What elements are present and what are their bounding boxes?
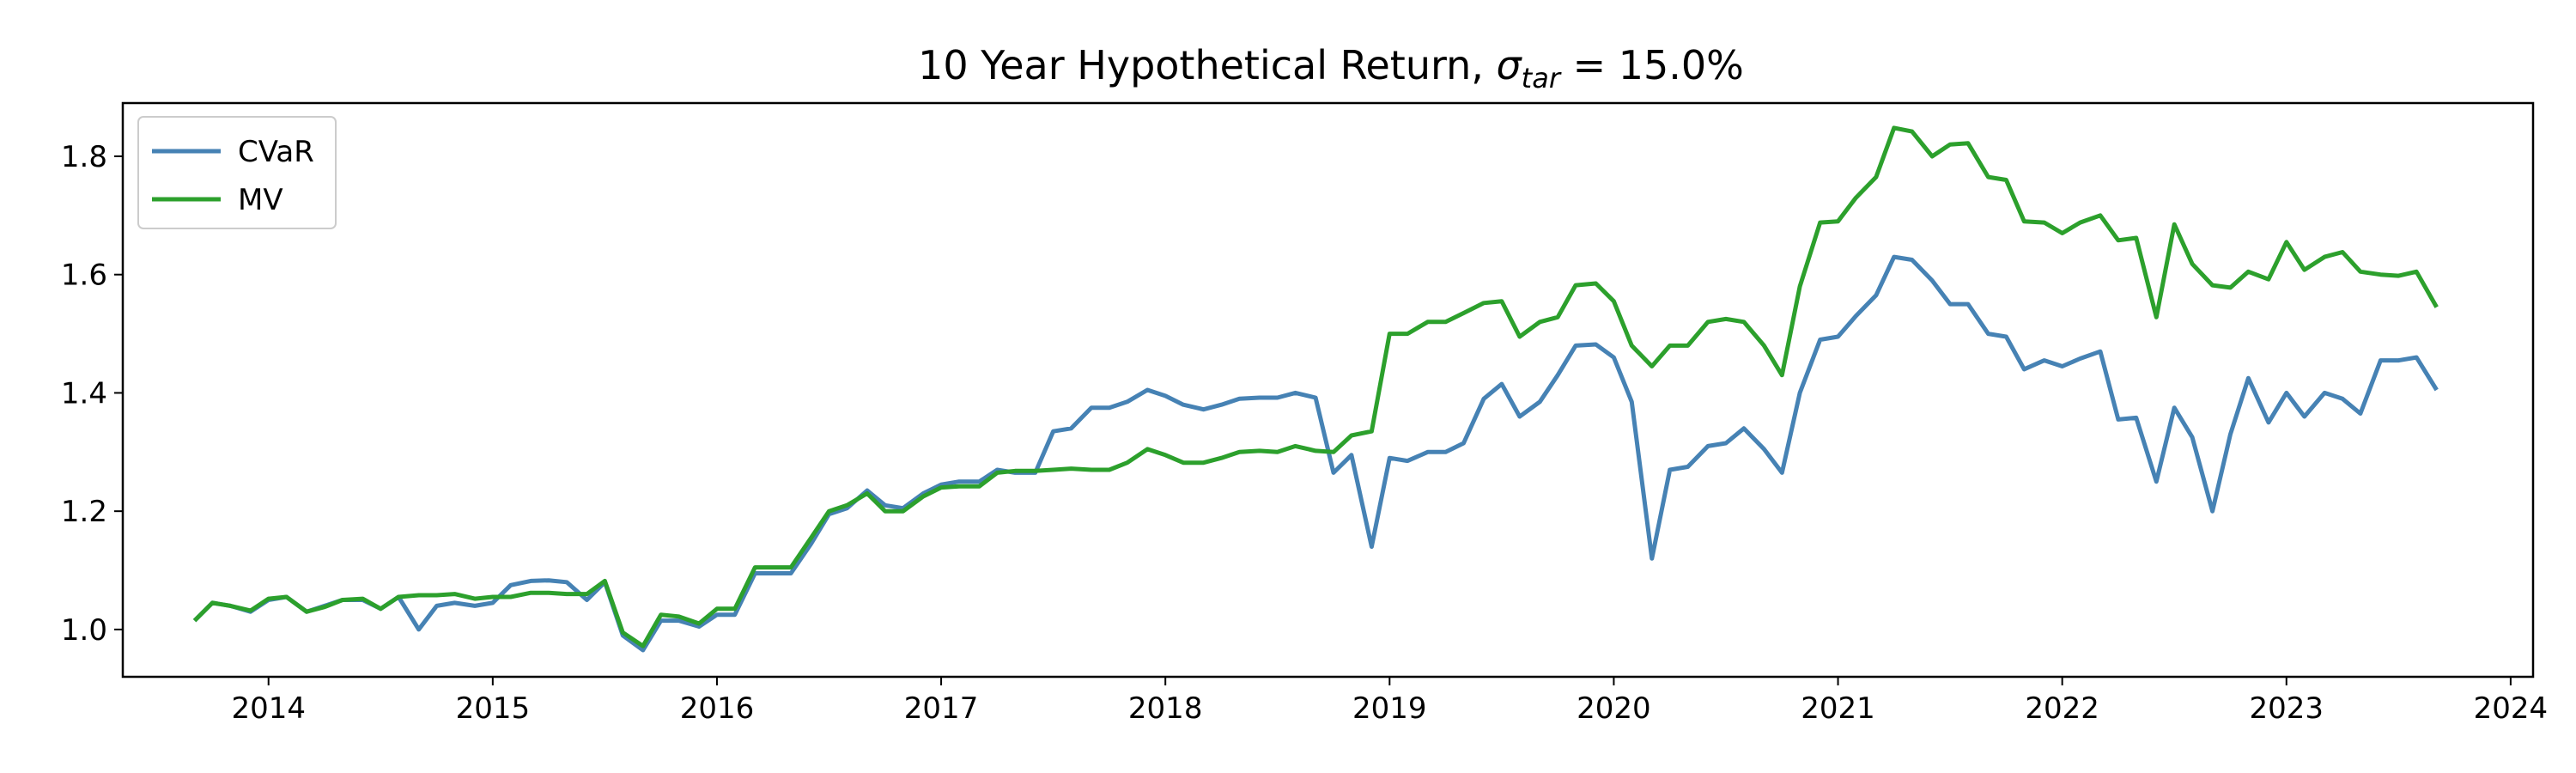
x-tick-label: 2022	[2025, 691, 2099, 726]
plot-area	[192, 125, 2439, 653]
x-tick-label: 2018	[1128, 691, 1203, 726]
y-tick-label: 1.8	[61, 140, 107, 174]
x-tick-label: 2023	[2250, 691, 2324, 726]
y-tick-label: 1.0	[61, 613, 107, 648]
legend-label-cvar: CVaR	[238, 135, 314, 169]
x-tick-label: 2014	[231, 691, 306, 726]
series-line-mv	[192, 125, 2439, 648]
y-tick-label: 1.4	[61, 376, 107, 411]
x-tick-label: 2016	[680, 691, 755, 726]
x-tick-label: 2024	[2474, 691, 2549, 726]
axes-frame	[121, 101, 2535, 679]
x-tick-label: 2019	[1352, 691, 1427, 726]
legend-label-mv: MV	[238, 183, 283, 217]
legend-box	[137, 116, 337, 229]
x-tick-label: 2015	[456, 691, 531, 726]
x-tick-label: 2020	[1577, 691, 1651, 726]
chart-title-sigma: σ	[1497, 42, 1523, 88]
series-line-cvar	[192, 254, 2439, 653]
y-tick-label: 1.6	[61, 259, 107, 293]
y-tick-label: 1.2	[61, 495, 107, 529]
x-tick-label: 2017	[904, 691, 979, 726]
chart-title-subscript: tar	[1522, 62, 1562, 94]
chart-title-suffix: = 15.0%	[1560, 42, 1744, 88]
x-tick-label: 2021	[1801, 691, 1875, 726]
axes: 2014 2015 2016 2017 2018 2019 2020 2021 2022 2023…	[61, 101, 2549, 726]
chart-title-prefix: 10 Year Hypothetical Return,	[918, 42, 1496, 88]
chart-title: 10 Year Hypothetical Return, σtar = 15.0…	[918, 42, 1744, 94]
legend: CVaR MV	[137, 116, 337, 229]
